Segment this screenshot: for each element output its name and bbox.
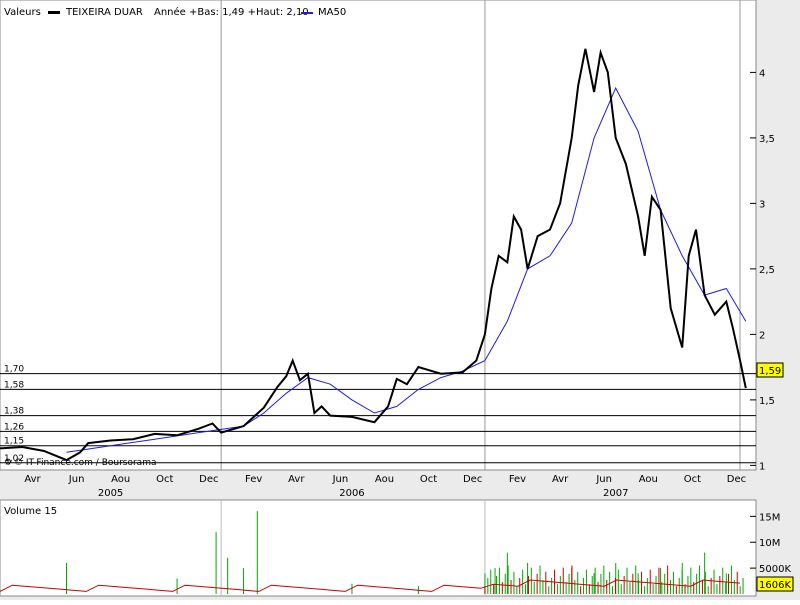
legend: Valeurs TEIXEIRA DUAR Année +Bas: 1,49 +… <box>4 6 346 18</box>
legend-prefix: Valeurs <box>4 7 41 18</box>
month-label: Dec <box>199 474 218 485</box>
price-tick-label: 2 <box>759 330 765 341</box>
volume-y-ticks: 5000K 10M 15M <box>750 512 791 575</box>
price-y-ticks: 1 1,5 2 2,5 3 3,5 4 <box>750 68 775 472</box>
price-tick-label: 1 <box>759 461 765 472</box>
last-volume-badge: 1606K <box>759 580 791 591</box>
volume-tick-label: 15M <box>759 512 780 523</box>
support-label: 1,26 <box>4 422 24 432</box>
x-axis-months: Avr Jun Aou Oct Dec Fev Avr Jun Aou Oct Dec Fev Avr J… <box>24 474 746 485</box>
support-label: 1,58 <box>4 380 24 390</box>
x-axis-years: 2005 2006 2007 <box>98 488 629 499</box>
volume-red-line <box>0 579 741 592</box>
month-label: Avr <box>552 474 569 485</box>
credit-icon: ⚙ <box>4 458 12 468</box>
credit-text: © IT-Finance.com / Boursorama <box>14 458 156 468</box>
last-volume-badge-bg <box>756 576 794 592</box>
month-label: Oct <box>684 474 701 485</box>
price-panel <box>0 0 757 471</box>
legend-price-swatch <box>48 11 60 14</box>
support-label: 1,70 <box>4 365 24 375</box>
month-label: Aou <box>375 474 394 485</box>
year-label: 2005 <box>98 488 123 499</box>
price-tick-label: 2,5 <box>759 265 775 276</box>
volume-tick-label: 10M <box>759 538 780 549</box>
month-label: Oct <box>156 474 173 485</box>
month-label: Fev <box>509 474 526 485</box>
month-label: Jun <box>332 474 349 485</box>
last-price-badge-bg <box>756 362 784 378</box>
month-label: Aou <box>639 474 658 485</box>
month-label: Dec <box>727 474 746 485</box>
price-tick-label: 1,5 <box>759 396 775 407</box>
support-label: 1,02 <box>4 454 24 464</box>
volume-tick-label: 5000K <box>759 564 791 575</box>
price-tick-label: 4 <box>759 68 765 79</box>
month-label: Avr <box>24 474 41 485</box>
price-tick-label: 3 <box>759 199 765 210</box>
legend-series-name: TEIXEIRA DUAR <box>65 7 143 18</box>
volume-title: Volume 15 <box>4 506 57 517</box>
month-label: Oct <box>420 474 437 485</box>
ma50-line <box>66 86 747 453</box>
year-label: 2006 <box>339 488 364 499</box>
vertical-gridlines <box>220 0 741 470</box>
price-tick-label: 3,5 <box>759 134 775 145</box>
support-levels: 1,70 1,58 1,38 1,26 1,15 1,02 <box>0 365 756 464</box>
month-label: Fev <box>245 474 262 485</box>
support-label: 1,15 <box>4 437 24 447</box>
legend-ma-name: MA50 <box>318 7 346 18</box>
month-label: Dec <box>463 474 482 485</box>
price-line <box>0 48 747 462</box>
volume-panel <box>0 499 757 597</box>
legend-ma-swatch <box>301 12 313 14</box>
month-label: Jun <box>595 474 612 485</box>
year-label: 2007 <box>603 488 628 499</box>
last-price-badge: 1,59 <box>759 366 781 377</box>
legend-stats: Année +Bas: 1,49 +Haut: 2,10 <box>154 6 309 18</box>
month-label: Jun <box>68 474 85 485</box>
support-label: 1,38 <box>4 407 24 417</box>
month-label: Aou <box>111 474 130 485</box>
month-label: Avr <box>288 474 305 485</box>
